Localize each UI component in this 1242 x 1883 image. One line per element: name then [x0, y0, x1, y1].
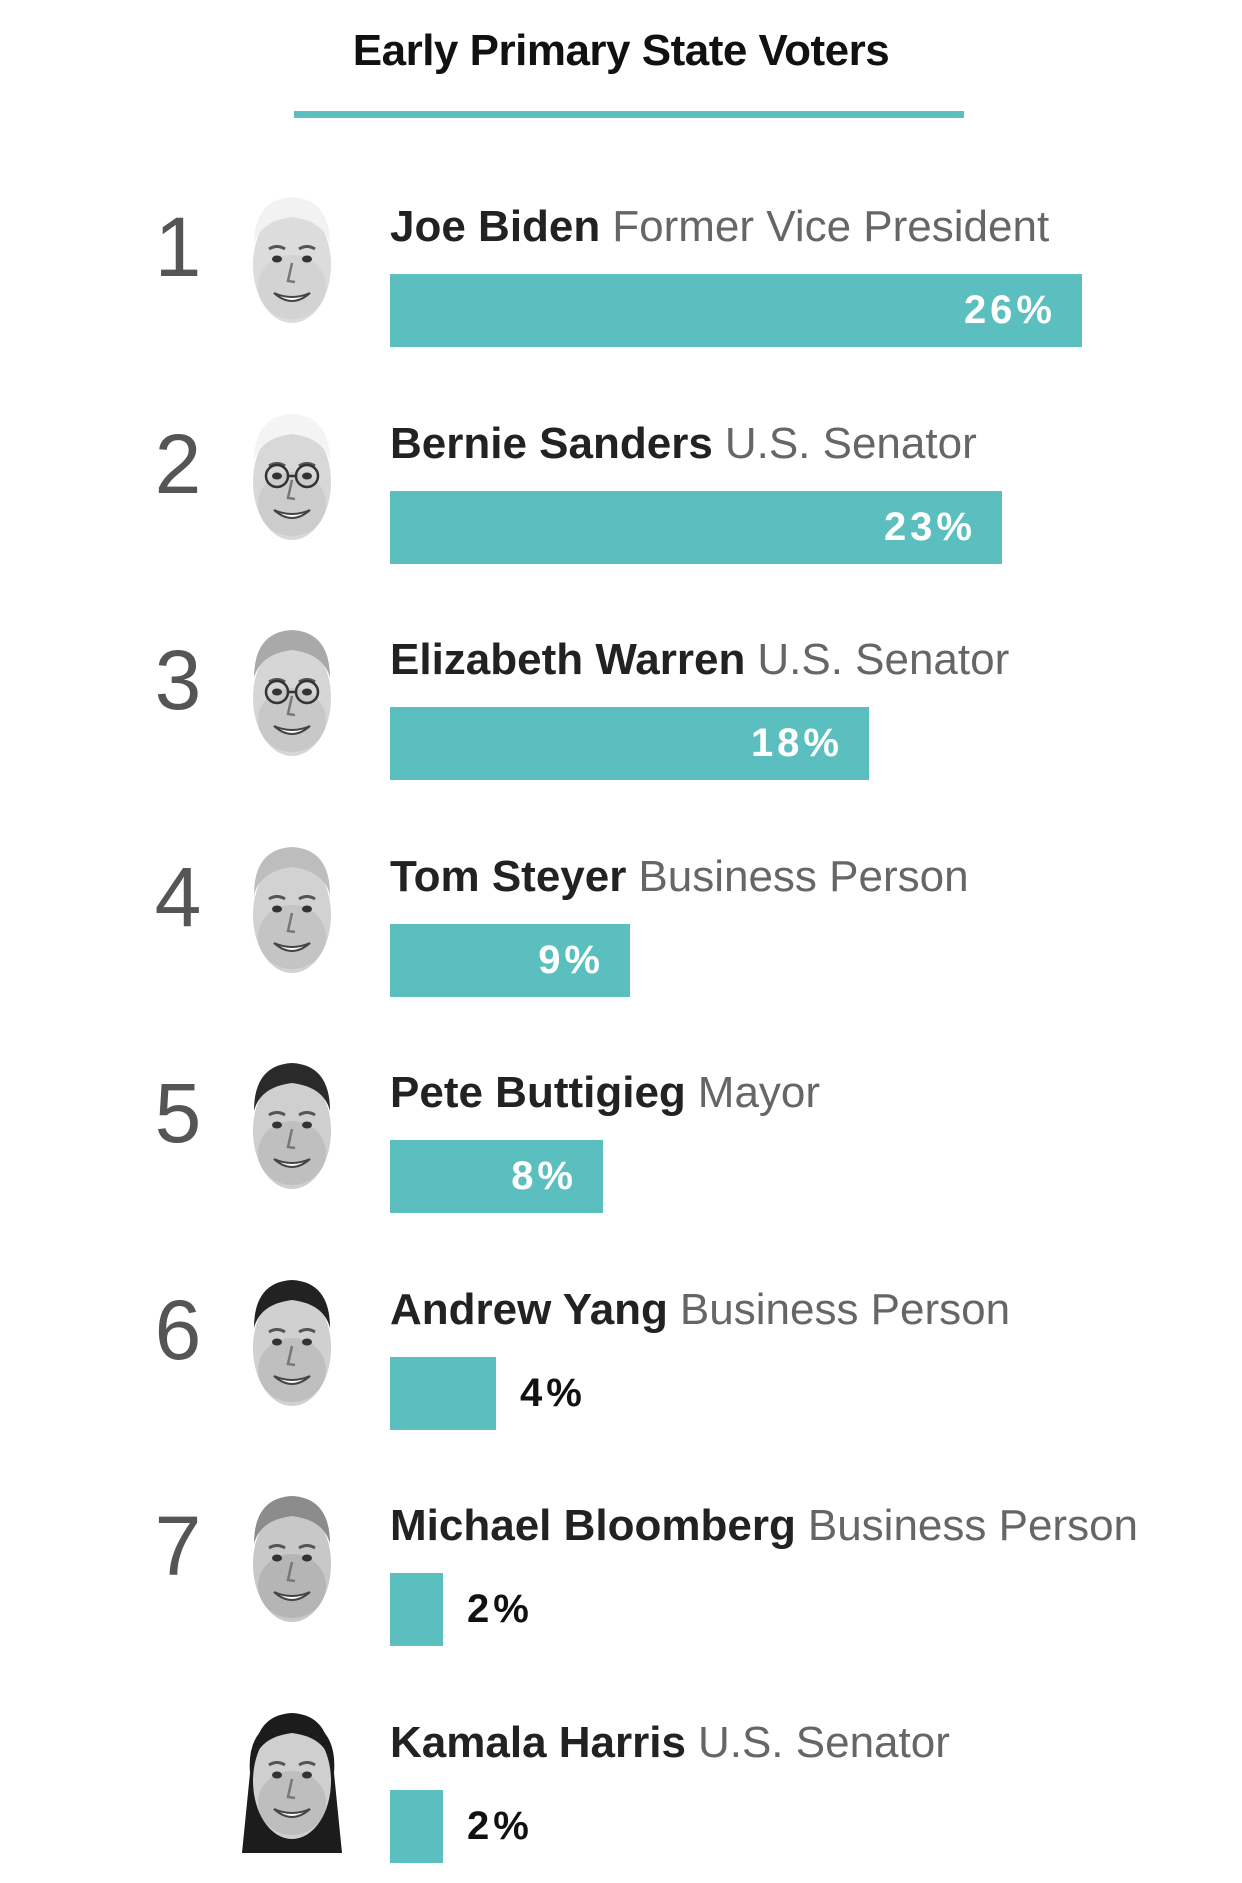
vote-percent-label: 18% — [750, 721, 843, 765]
title-underline — [294, 111, 964, 118]
candidate-photo — [232, 404, 352, 554]
vote-percent-label: 9% — [538, 937, 604, 982]
vote-bar — [390, 1573, 443, 1646]
candidate-photo — [232, 1270, 352, 1420]
candidate-name: Bernie Sanders — [390, 418, 713, 468]
candidate-photo — [232, 1486, 352, 1636]
candidate-name: Elizabeth Warren — [390, 635, 746, 684]
vote-percent-label: 23% — [883, 504, 976, 549]
candidate-name: Michael Bloomberg — [390, 1501, 796, 1550]
vote-percent-label: 8% — [511, 1154, 577, 1198]
candidate-photo — [232, 187, 352, 337]
candidate-name: Pete Buttigieg — [390, 1068, 686, 1117]
vote-bar — [390, 274, 1082, 347]
rank-number: 5 — [154, 1066, 202, 1160]
vote-bar — [390, 707, 869, 780]
vote-bar — [390, 923, 630, 997]
candidate-heading: Michael Bloomberg Business Person — [390, 1501, 1139, 1550]
candidate-heading: Kamala Harris U.S. Senator — [390, 1717, 950, 1767]
vote-percent-label: 2% — [467, 1587, 533, 1631]
candidate-role: U.S. Senator — [697, 1717, 950, 1767]
candidate-role: U.S. Senator — [757, 635, 1010, 684]
rank-number: 7 — [154, 1499, 202, 1593]
vote-bar — [390, 1789, 443, 1863]
vote-percent-label: 26% — [963, 288, 1056, 332]
candidate-role: U.S. Senator — [724, 418, 977, 468]
candidate-heading: Andrew Yang Business Person — [390, 1284, 1011, 1334]
candidate-role: Business Person — [679, 1284, 1011, 1334]
candidate-row: 2 Bernie Sanders U.S. Senator 23% — [0, 404, 1242, 584]
candidate-role: Former Vice President — [612, 202, 1050, 251]
candidate-heading: Pete Buttigieg Mayor — [390, 1068, 821, 1117]
vote-percent-label: 4% — [520, 1370, 586, 1415]
candidate-photo — [232, 1703, 352, 1853]
candidate-row: 1 Joe Biden Former Vice President 26% — [0, 187, 1242, 367]
rank-number: 1 — [154, 200, 202, 294]
rank-number: 2 — [154, 416, 202, 511]
candidate-heading: Tom Steyer Business Person — [390, 851, 969, 901]
candidate-row: 5 Pete Buttigieg Mayor 8% — [0, 1053, 1242, 1233]
candidate-name: Kamala Harris — [390, 1717, 686, 1767]
candidate-row: 4 Tom Steyer Business Person 9% — [0, 837, 1242, 1017]
candidate-role: Business Person — [807, 1501, 1139, 1550]
candidate-name: Andrew Yang — [390, 1284, 668, 1334]
candidate-heading: Joe Biden Former Vice President — [390, 202, 1050, 251]
rank-number: 6 — [154, 1282, 202, 1377]
candidate-name: Tom Steyer — [390, 851, 627, 901]
candidate-heading: Elizabeth Warren U.S. Senator — [390, 635, 1010, 684]
candidate-row: Kamala Harris U.S. Senator 2% — [0, 1703, 1242, 1883]
vote-bar — [390, 490, 1002, 564]
rank-number: 3 — [154, 633, 202, 727]
vote-bar — [390, 1140, 603, 1213]
candidate-photo — [232, 620, 352, 770]
candidate-row: 3 Elizabeth Warren U.S. Senator 18% — [0, 620, 1242, 800]
chart-title: Early Primary State Voters — [352, 26, 890, 75]
candidate-row: 7 Michael Bloomberg Business Person 2% — [0, 1486, 1242, 1666]
candidate-row: 6 Andrew Yang Business Person 4% — [0, 1270, 1242, 1450]
candidate-heading: Bernie Sanders U.S. Senator — [390, 418, 977, 468]
candidate-role: Mayor — [697, 1068, 821, 1117]
candidate-role: Business Person — [638, 851, 969, 901]
rank-number: 4 — [154, 849, 202, 944]
candidate-name: Joe Biden — [390, 202, 601, 251]
vote-percent-label: 2% — [467, 1803, 533, 1848]
candidate-photo — [232, 837, 352, 987]
candidate-photo — [232, 1053, 352, 1203]
vote-bar — [390, 1356, 496, 1430]
